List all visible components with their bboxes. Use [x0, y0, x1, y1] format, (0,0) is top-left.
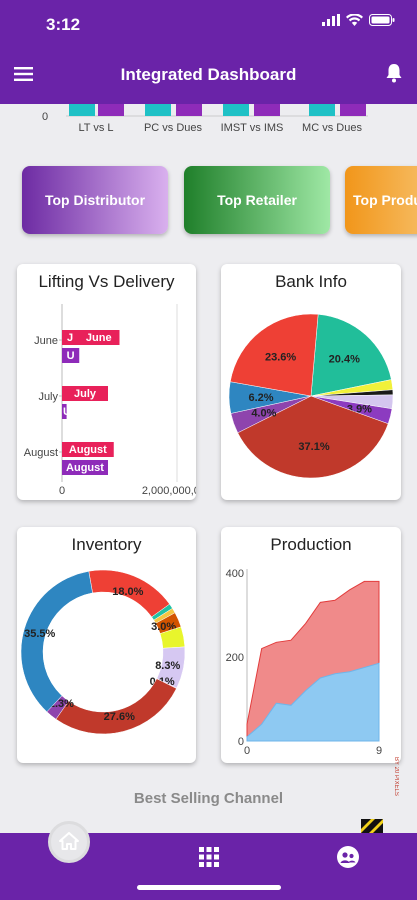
app-header: 3:12 Integrated Dashboard — [0, 0, 417, 104]
slice-label: 35.5% — [24, 628, 55, 640]
production-card[interactable]: Production 0 200 400 0 9 — [221, 527, 401, 763]
slice-label: 3.0% — [151, 621, 176, 633]
chart-title: Inventory — [71, 535, 142, 554]
category-label: June — [34, 335, 58, 347]
top-bar — [176, 104, 202, 116]
top-chart-category: MC vs Dues — [302, 122, 362, 134]
wifi-icon — [346, 14, 363, 26]
home-indicator — [137, 885, 281, 890]
data-label: June — [86, 332, 112, 344]
top-chart-category: PC vs Dues — [144, 122, 203, 134]
top-chart-category: IMST vs IMS — [221, 122, 284, 134]
top-distributor-button[interactable]: Top Distributor — [22, 166, 168, 234]
x-tick-label: 9 — [376, 745, 382, 757]
best-selling-heading: Best Selling Channel — [133, 790, 284, 807]
menu-icon[interactable] — [14, 67, 33, 81]
chart-title: Lifting Vs Delivery — [38, 272, 175, 291]
slice-label: 23.6% — [265, 351, 296, 363]
top-chart-zero: 0 — [42, 111, 48, 123]
pie-slice — [20, 570, 93, 713]
signal-icon — [322, 14, 340, 26]
grid-icon[interactable] — [199, 847, 219, 867]
page-title: Integrated Dashboard — [120, 65, 297, 84]
inventory-card[interactable]: Inventory 18.0%3.0%8.3%0.1%27.6%2.3%35.5… — [17, 527, 196, 763]
area-series — [246, 662, 380, 742]
slice-label: 18.0% — [112, 586, 143, 598]
data-label: August — [69, 444, 107, 456]
top-products-button[interactable]: Top Products — [345, 166, 417, 234]
production-chart: 0 200 400 0 9 — [226, 568, 382, 757]
pie-slice — [310, 314, 392, 397]
pie-slice — [229, 313, 319, 397]
status-icons — [322, 14, 395, 26]
x-tick-label: 0 — [244, 745, 250, 757]
top-comparison-chart: 0 LT vs L PC vs Dues IMST vs IMS MC vs D… — [42, 104, 368, 134]
pie-slice — [237, 395, 389, 479]
slice-label: 20.4% — [329, 354, 360, 366]
bar — [62, 348, 80, 363]
slice-label: 37.1% — [298, 441, 329, 453]
y-tick-label: 0 — [238, 736, 244, 748]
slice-label: 27.6% — [104, 711, 135, 723]
top-bar — [340, 104, 366, 116]
top-chart-category: LT vs L — [78, 122, 113, 134]
debug-strip: BY 20 PIXELS — [361, 757, 399, 835]
data-label: U — [63, 406, 71, 418]
top-bar — [309, 104, 335, 116]
bar — [62, 386, 108, 401]
top-bar — [223, 104, 249, 116]
inventory-chart: 18.0%3.0%8.3%0.1%27.6%2.3%35.5% — [20, 569, 186, 735]
slice-label: 4.0% — [251, 408, 276, 420]
home-button[interactable] — [48, 821, 90, 863]
category-label: August — [24, 447, 58, 459]
bank-info-card[interactable]: Bank Info 20.4% 3.9% 37.1% 4.0% 6.2% 23.6% — [221, 264, 401, 500]
data-label: J — [67, 332, 73, 344]
lifting-delivery-card[interactable]: Lifting Vs Delivery June June J U July July U A… — [17, 264, 196, 500]
battery-icon — [369, 14, 395, 26]
slice-label: 8.3% — [155, 660, 180, 672]
bank-info-chart: 20.4%3.9%37.1%4.0%6.2%23.6% — [228, 313, 394, 479]
data-label: August — [66, 462, 104, 474]
category-label: July — [38, 391, 58, 403]
home-icon — [59, 832, 79, 850]
chart-title: Bank Info — [275, 272, 347, 291]
top-bar — [254, 104, 280, 116]
pie-slice — [55, 678, 177, 735]
top-bar — [98, 104, 124, 116]
status-time: 3:12 — [46, 15, 81, 34]
bar — [62, 330, 120, 345]
x-tick-label: 0 — [59, 485, 65, 497]
y-tick-label: 200 — [226, 652, 244, 664]
bar — [62, 442, 114, 457]
top-bar — [69, 104, 95, 116]
slice-label: 6.2% — [248, 392, 273, 404]
x-tick-label: 2,000,000,000 — [142, 485, 196, 497]
data-label: U — [67, 350, 75, 362]
top-retailer-button[interactable]: Top Retailer — [184, 166, 330, 234]
bar — [62, 404, 67, 419]
hazard-stripe — [361, 819, 383, 835]
side-label: BY 20 PIXELS — [393, 757, 399, 796]
y-tick-label: 400 — [226, 568, 244, 580]
bar — [62, 460, 108, 475]
notification-bell-icon[interactable] — [385, 63, 403, 83]
top-bar — [145, 104, 171, 116]
data-label: July — [74, 388, 97, 400]
account-icon[interactable] — [336, 845, 360, 869]
chart-title: Production — [270, 535, 352, 554]
